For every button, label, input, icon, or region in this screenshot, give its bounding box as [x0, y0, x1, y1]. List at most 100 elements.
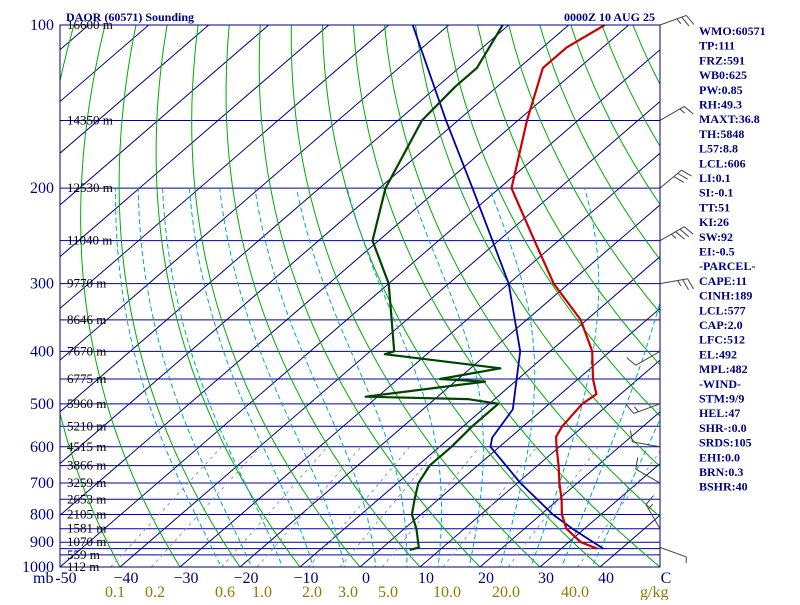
dry-adiabat-line: [788, 25, 800, 579]
mixing-ratio-tick-label: 5.0: [378, 584, 398, 600]
temperature-tick-label: -50: [55, 570, 76, 587]
mixing-ratio-tick-label: 0.2: [145, 584, 165, 600]
index-item: LI:0.1: [699, 171, 731, 185]
wind-barb-flag: [674, 177, 684, 183]
height-label: 5960 m: [67, 396, 106, 411]
index-item: EL:492: [699, 347, 737, 361]
wind-barb: [660, 15, 694, 26]
pressure-tick-label: 100: [30, 17, 54, 34]
moist-adiabat-line: [489, 188, 534, 578]
height-label: 3259 m: [67, 475, 106, 490]
height-label: 6775 m: [67, 371, 106, 386]
dry-adiabat-line: [540, 25, 800, 579]
index-item: LCL:606: [699, 156, 746, 170]
dry-adiabat-line: [509, 25, 800, 579]
wind-barb: [660, 106, 693, 120]
index-item: SHR-:0.0: [699, 421, 747, 435]
temperature-tick-label: −30: [173, 570, 198, 587]
wind-barb-staff: [660, 106, 684, 120]
valid-time: 0000Z 10 AUG 25: [564, 10, 655, 24]
index-item: WB0:625: [699, 68, 747, 82]
height-label: 7670 m: [67, 343, 106, 358]
wind-barb-flag: [678, 173, 688, 179]
wind-barb: [636, 458, 660, 484]
height-label: 11040 m: [67, 233, 112, 248]
wind-barb-staff: [660, 15, 686, 25]
wind-barb: [646, 496, 660, 529]
plot-frame: [60, 25, 660, 567]
wind-barb: [660, 227, 693, 241]
index-item: SRDS:105: [699, 436, 752, 450]
height-label: 12530 m: [67, 180, 113, 195]
moist-adiabat-line: [297, 188, 407, 578]
pressure-tick-label: 900: [30, 534, 54, 551]
wind-barb-flag: [688, 279, 694, 289]
moist-adiabat-line: [220, 188, 347, 578]
dry-adiabat-line: [259, 25, 491, 579]
index-item: LFC:512: [699, 333, 745, 347]
dry-adiabat-line: [192, 25, 370, 579]
wind-barb-half: [680, 109, 685, 113]
pressure-tick-label: 800: [30, 506, 54, 523]
index-item: LCL:577: [699, 303, 746, 317]
index-item: RH:49.3: [699, 98, 742, 112]
isotherm-line: [540, 25, 800, 567]
pressure-tick-label: 700: [30, 475, 54, 492]
pressure-tick-label: 400: [30, 343, 54, 360]
height-label: 14350 m: [67, 112, 113, 127]
index-item: WMO:60571: [699, 24, 766, 38]
temperature-tick-label: 0: [362, 570, 370, 587]
chart-profiles: [366, 25, 605, 550]
index-item: SW:92: [699, 230, 733, 244]
height-label: 2105 m: [67, 506, 106, 521]
wind-barb-flag: [646, 496, 654, 505]
moist-adiabat-line: [557, 188, 680, 578]
index-item: EI:-0.5: [699, 245, 735, 259]
index-item: FRZ:591: [699, 53, 745, 67]
moist-adiabat-line: [163, 188, 287, 578]
height-label: 5210 m: [67, 418, 106, 433]
wind-barb-flag: [626, 404, 634, 413]
wind-barb-flag: [683, 280, 689, 290]
index-item: TH:5848: [699, 127, 744, 141]
dewpoint-trace: [366, 25, 503, 550]
height-label: 3866 m: [67, 458, 106, 473]
station-title: DAOR (60571) Sounding: [66, 10, 194, 24]
index-item: TP:111: [699, 39, 735, 53]
index-item: EHI:0.0: [699, 450, 740, 464]
mixing-ratio-tick-label: 40.0: [561, 584, 589, 600]
index-item: MPL:482: [699, 362, 748, 376]
wind-barb-half: [671, 234, 676, 238]
moist-adiabat-line: [347, 188, 442, 578]
index-item: L57:8.8: [699, 142, 738, 156]
temperature-tick-label: 40: [598, 570, 614, 587]
index-item: CINH:189: [699, 289, 752, 303]
mixing-ratio-tick-label: 1.0: [252, 584, 272, 600]
parcel-trace: [413, 25, 604, 549]
index-item: HEL:47: [699, 406, 740, 420]
indices-panel: WMO:60571TP:111FRZ:591WB0:625PW:0.85RH:4…: [699, 24, 766, 494]
wind-barb-staff: [660, 227, 684, 241]
height-label: 9770 m: [67, 276, 106, 291]
wind-barb-flag: [684, 106, 693, 114]
index-item: CAPE:11: [699, 274, 747, 288]
pressure-tick-label: 200: [30, 180, 54, 197]
chart-grid: [0, 25, 800, 579]
wind-barb-flag: [627, 358, 636, 366]
index-item: STM:9/9: [699, 392, 744, 406]
wind-barb-flag: [681, 170, 691, 176]
index-item: -WIND-: [699, 377, 741, 391]
wind-barb-half: [677, 19, 681, 24]
wind-barb: [660, 547, 686, 563]
pressure-tick-label: 600: [30, 439, 54, 456]
wind-barb-staff: [660, 547, 686, 557]
moist-adiabat-line: [189, 188, 316, 578]
wind-barb-flag: [684, 227, 693, 235]
wind-barb-flag: [680, 229, 689, 237]
wind-barb-half: [634, 407, 638, 412]
mixing-ratio-tick-label: 20.0: [492, 584, 520, 600]
mixing-ratio-tick-label: 10.0: [433, 584, 461, 600]
temperature-trace: [512, 25, 605, 549]
pressure-tick-label: 500: [30, 396, 54, 413]
